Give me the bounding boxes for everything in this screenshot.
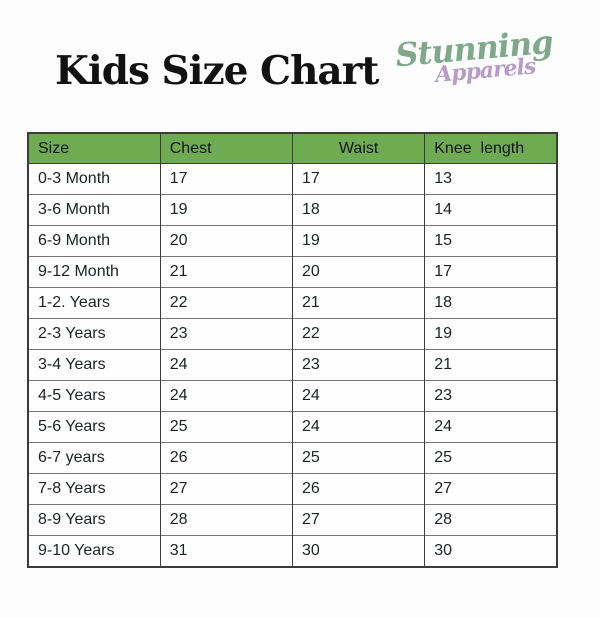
table-cell-chest: 19 <box>159 194 294 226</box>
column-header-waist: Waist <box>291 132 426 164</box>
table-row: 6-9 Month 20 19 15 <box>27 225 558 257</box>
table-cell-chest: 24 <box>159 349 294 381</box>
table-cell-size: 6-7 years <box>27 442 161 474</box>
column-header-size: Size <box>27 132 161 164</box>
table-cell-waist: 24 <box>291 380 426 412</box>
table-cell-knee_length: 23 <box>424 380 558 412</box>
table-cell-knee_length: 18 <box>424 287 558 319</box>
table-cell-knee_length: 27 <box>424 473 558 505</box>
table-cell-waist: 26 <box>291 473 426 505</box>
table-cell-knee_length: 24 <box>424 411 558 443</box>
table-cell-size: 2-3 Years <box>27 318 161 350</box>
table-cell-size: 4-5 Years <box>27 380 161 412</box>
table-cell-waist: 25 <box>291 442 426 474</box>
table-row: 8-9 Years 28 27 28 <box>27 504 558 536</box>
table-cell-knee_length: 21 <box>424 349 558 381</box>
table-cell-waist: 17 <box>291 163 426 195</box>
table-body: 0-3 Month 17 17 13 3-6 Month 19 18 14 6-9 Month 2… <box>27 163 558 567</box>
table-cell-size: 3-6 Month <box>27 194 161 226</box>
table-cell-knee_length: 25 <box>424 442 558 474</box>
table-cell-waist: 27 <box>291 504 426 536</box>
table-cell-knee_length: 19 <box>424 318 558 350</box>
table-cell-chest: 21 <box>159 256 294 288</box>
table-cell-chest: 25 <box>159 411 294 443</box>
table-cell-chest: 26 <box>159 442 294 474</box>
table-row: 0-3 Month 17 17 13 <box>27 163 558 195</box>
table-header: Size Chest Waist Knee length <box>27 132 558 164</box>
brand-logo: Stunning Apparels <box>394 23 554 90</box>
table-cell-size: 1-2. Years <box>27 287 161 319</box>
table-cell-size: 9-10 Years <box>27 535 161 567</box>
column-header-chest: Chest <box>159 132 294 164</box>
table-cell-chest: 20 <box>159 225 294 257</box>
table-cell-size: 9-12 Month <box>27 256 161 288</box>
table-cell-knee_length: 15 <box>424 225 558 257</box>
table-cell-size: 8-9 Years <box>27 504 161 536</box>
table-cell-chest: 17 <box>159 163 294 195</box>
table-cell-knee_length: 17 <box>424 256 558 288</box>
size-chart-table: Size Chest Waist Knee length 0-3 Month 17… <box>27 132 558 568</box>
table-row: 9-12 Month 21 20 17 <box>27 256 558 288</box>
table-cell-chest: 24 <box>159 380 294 412</box>
table-cell-waist: 23 <box>291 349 426 381</box>
table-row: 4-5 Years 24 24 23 <box>27 380 558 412</box>
table-row: 5-6 Years 25 24 24 <box>27 411 558 443</box>
table-cell-size: 5-6 Years <box>27 411 161 443</box>
header-row: Size Chest Waist Knee length <box>27 132 558 164</box>
table-cell-size: 7-8 Years <box>27 473 161 505</box>
table-row: 1-2. Years 22 21 18 <box>27 287 558 319</box>
table-cell-chest: 28 <box>159 504 294 536</box>
table-cell-chest: 22 <box>159 287 294 319</box>
table-row: 2-3 Years 23 22 19 <box>27 318 558 350</box>
table-cell-waist: 20 <box>291 256 426 288</box>
table-cell-chest: 31 <box>159 535 294 567</box>
table-row: 9-10 Years 31 30 30 <box>27 535 558 567</box>
table-row: 6-7 years 26 25 25 <box>27 442 558 474</box>
table-cell-chest: 23 <box>159 318 294 350</box>
table-cell-knee_length: 30 <box>424 535 558 567</box>
table-cell-size: 0-3 Month <box>27 163 161 195</box>
table-cell-waist: 21 <box>291 287 426 319</box>
table-cell-knee_length: 28 <box>424 504 558 536</box>
table-cell-size: 6-9 Month <box>27 225 161 257</box>
table-cell-size: 3-4 Years <box>27 349 161 381</box>
table-cell-knee_length: 13 <box>424 163 558 195</box>
page-title: Kids Size Chart <box>55 48 379 94</box>
table-cell-waist: 19 <box>291 225 426 257</box>
table-row: 3-4 Years 24 23 21 <box>27 349 558 381</box>
table-cell-waist: 24 <box>291 411 426 443</box>
table-cell-knee_length: 14 <box>424 194 558 226</box>
table-cell-chest: 27 <box>159 473 294 505</box>
table-cell-waist: 22 <box>291 318 426 350</box>
table-cell-waist: 30 <box>291 535 426 567</box>
column-header-knee-length: Knee length <box>424 132 558 164</box>
table-row: 7-8 Years 27 26 27 <box>27 473 558 505</box>
table-row: 3-6 Month 19 18 14 <box>27 194 558 226</box>
table-cell-waist: 18 <box>291 194 426 226</box>
